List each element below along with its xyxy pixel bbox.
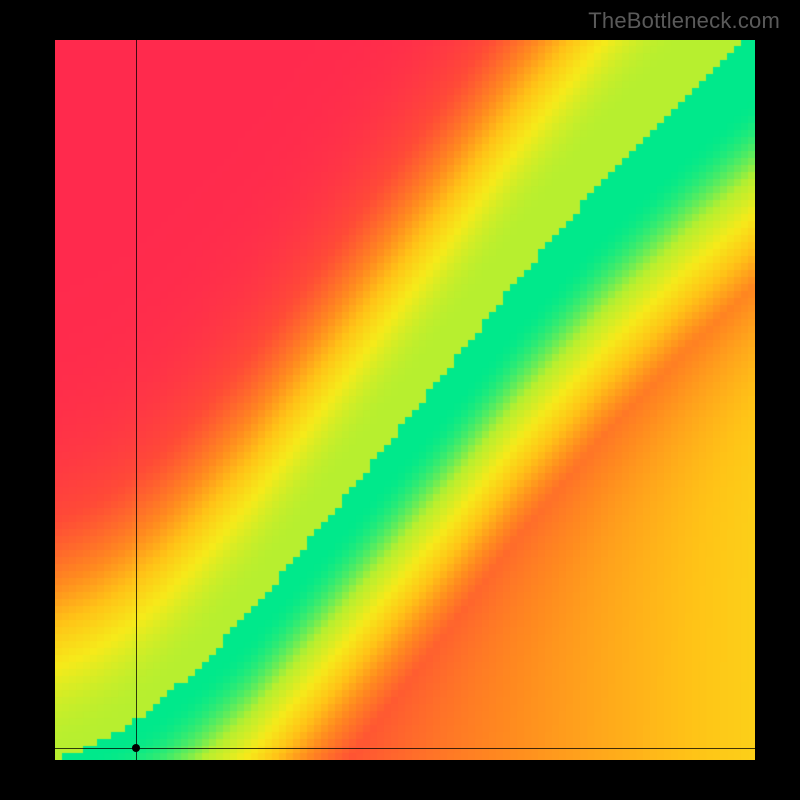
watermark-text: TheBottleneck.com xyxy=(588,8,780,34)
heatmap-plot xyxy=(55,40,755,760)
heatmap-canvas xyxy=(55,40,755,760)
